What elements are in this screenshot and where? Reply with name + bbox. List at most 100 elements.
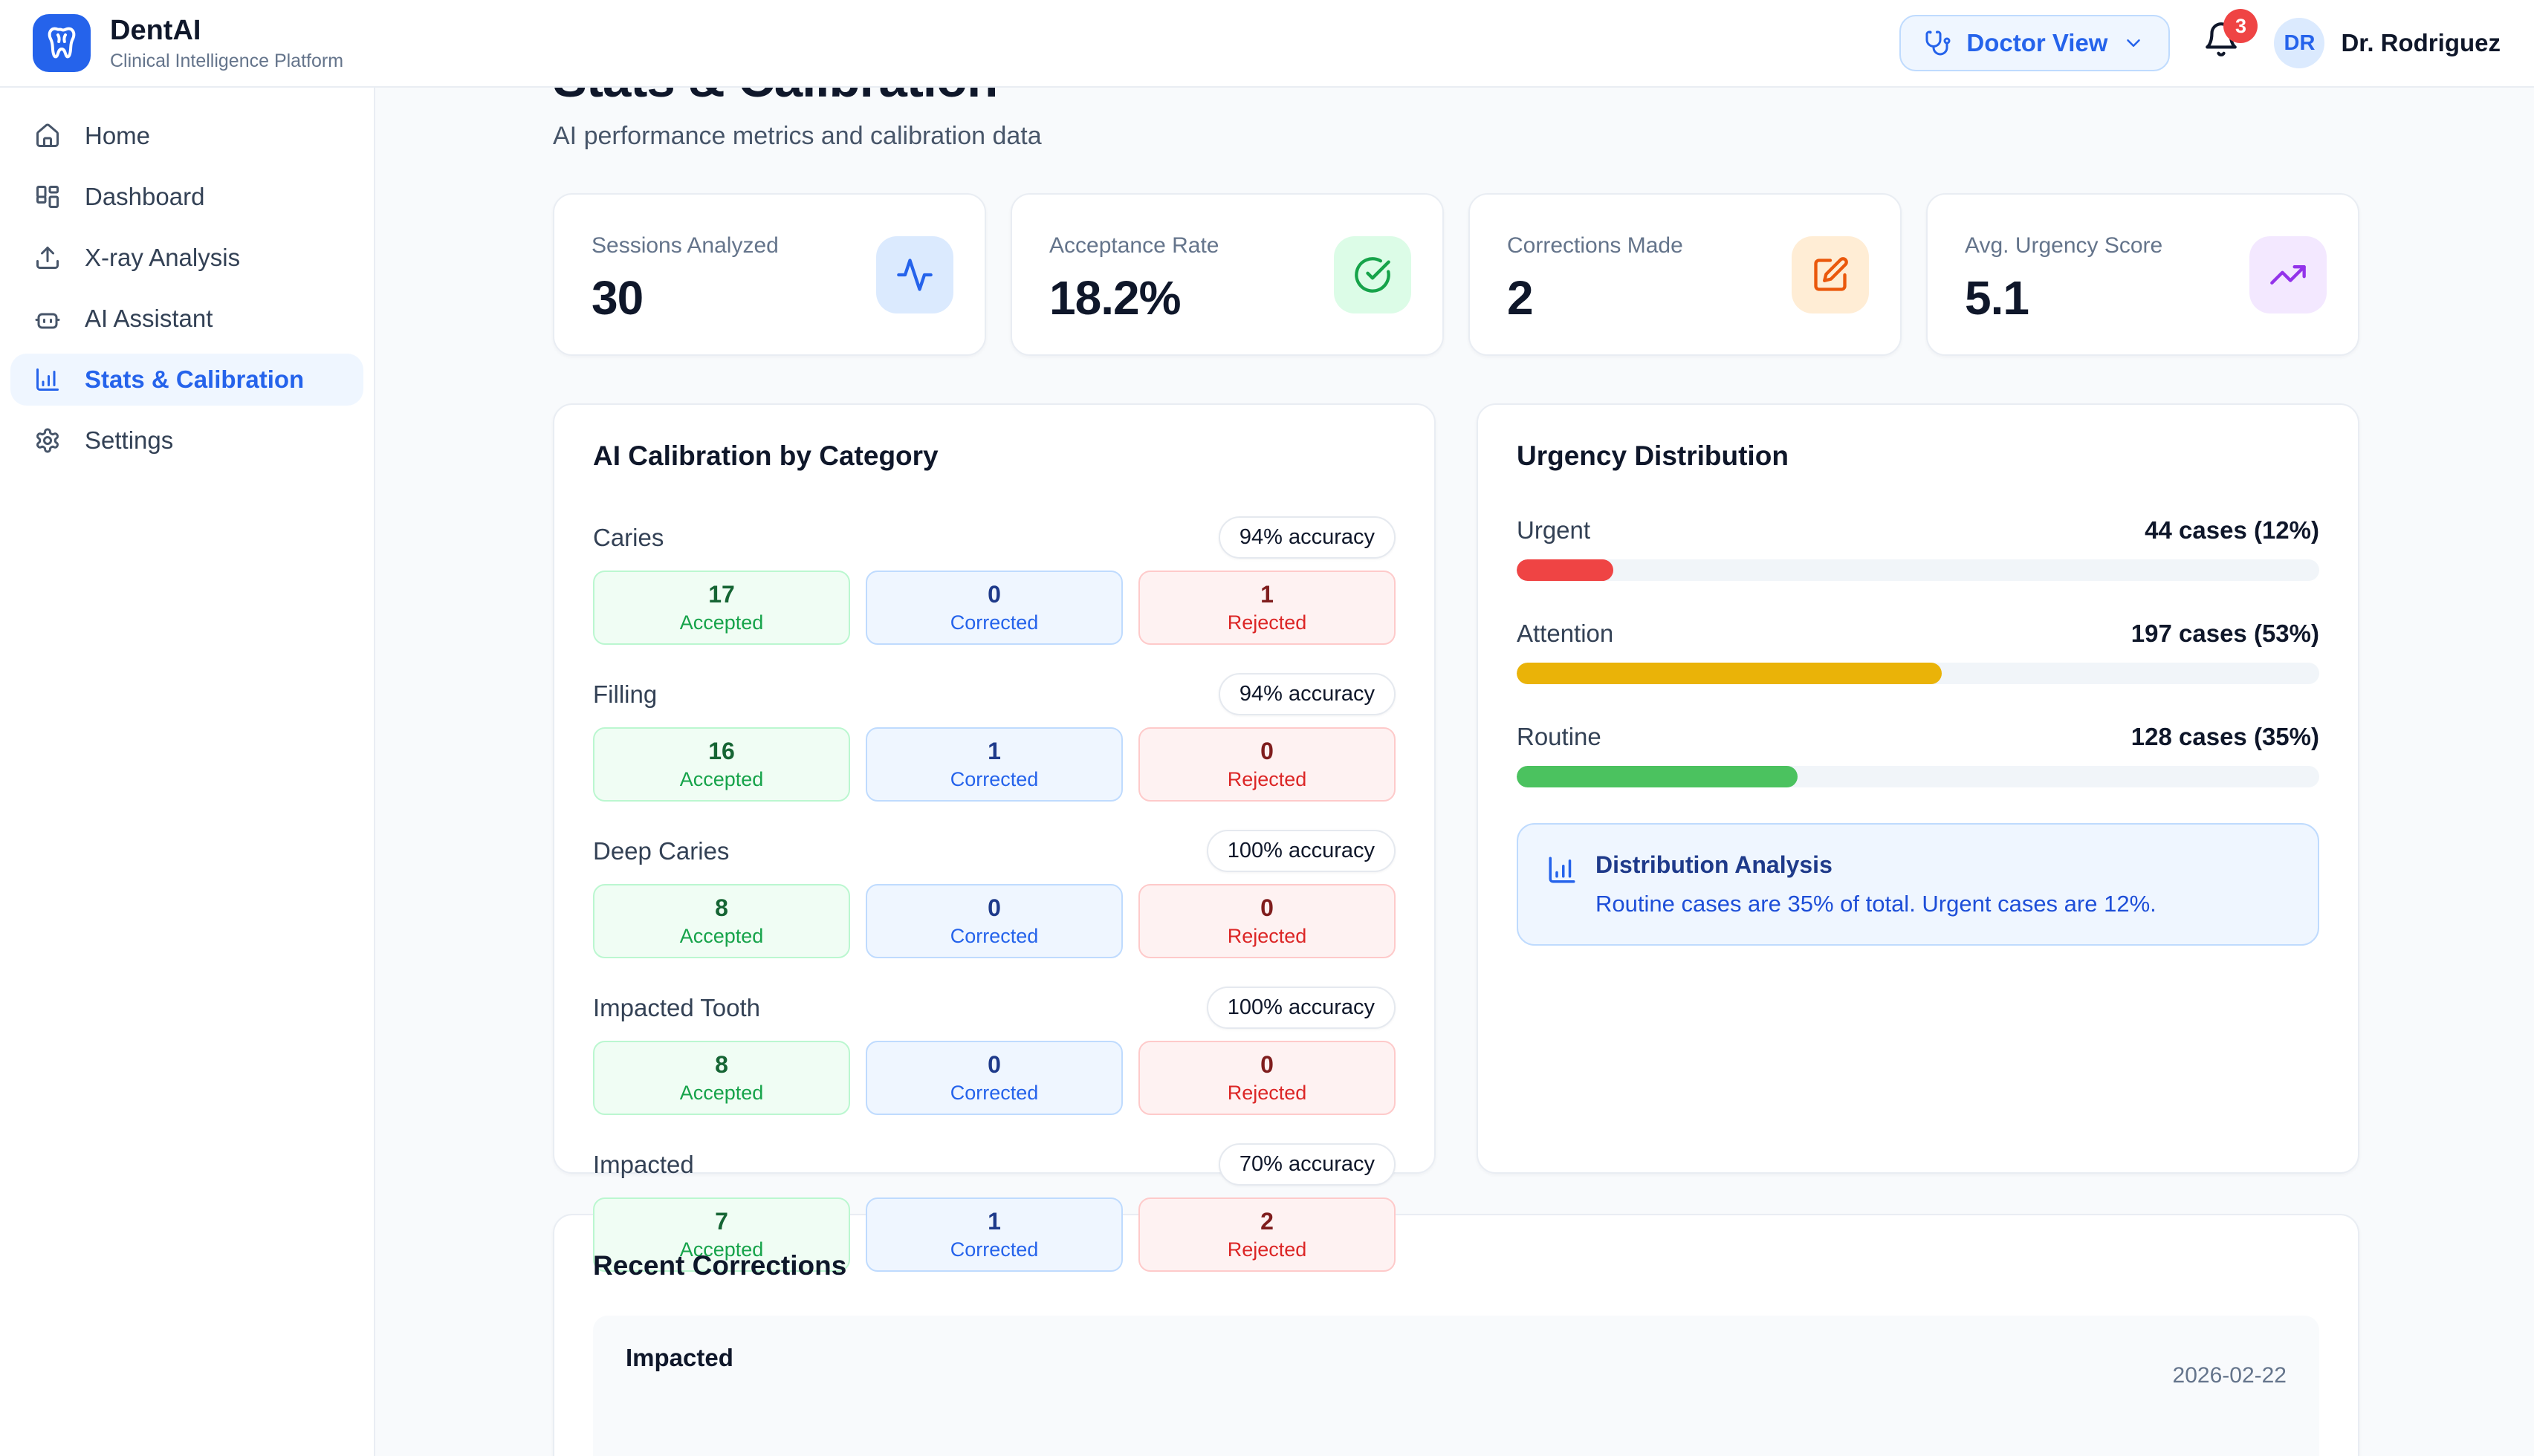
category-counts: 8 Accepted 0 Corrected 0 Rejected [593, 884, 1396, 958]
stat-value: 18.2% [1049, 271, 1181, 325]
rejected-count: 0 [1260, 738, 1274, 764]
calibration-title: AI Calibration by Category [593, 441, 939, 471]
home-icon [34, 123, 61, 149]
stat-label: Corrections Made [1507, 233, 1683, 258]
doctor-view-label: Doctor View [1966, 29, 2108, 56]
stat-label: Avg. Urgency Score [1965, 233, 2163, 258]
accuracy-badge: 70% accuracy [1218, 1143, 1396, 1186]
urgency-row: Urgent 44 cases (12%) [1517, 516, 2319, 581]
corrected-box: 0 Corrected [866, 1041, 1123, 1115]
accepted-box: 16 Accepted [593, 727, 850, 802]
accepted-label: Accepted [679, 925, 764, 947]
urgency-label: Urgent [1517, 516, 1591, 544]
stat-card-corrections-made: Corrections Made 2 [1468, 193, 1902, 356]
sidebar-item-label: Home [85, 122, 151, 149]
rejected-box: 0 Rejected [1138, 727, 1396, 802]
trending-up-icon [2249, 236, 2327, 313]
doctor-view-button[interactable]: Doctor View [1899, 15, 2171, 71]
user-name: Dr. Rodriguez [2341, 29, 2501, 56]
accepted-label: Accepted [679, 1082, 764, 1104]
urgency-value: 197 cases (53%) [2130, 620, 2319, 647]
category-header: Deep Caries 100% accuracy [593, 830, 1396, 872]
urgency-value: 44 cases (12%) [2145, 516, 2319, 544]
chevron-down-icon [2122, 32, 2145, 54]
distribution-analysis-content: Distribution Analysis Routine cases are … [1595, 851, 2157, 917]
progress-track [1517, 559, 2319, 581]
sidebar-item-ai-assistant[interactable]: AI Assistant [10, 293, 363, 345]
sidebar-item-dashboard[interactable]: Dashboard [10, 171, 363, 223]
check-circle-icon [1334, 236, 1411, 313]
progress-fill [1517, 766, 1798, 787]
stat-value: 2 [1507, 271, 1534, 325]
corrected-box: 1 Corrected [866, 1197, 1123, 1272]
sidebar-item-settings[interactable]: Settings [10, 415, 363, 467]
header-actions: Doctor View 3 DR Dr. Rodriguez [1899, 9, 2501, 71]
correction-category: Impacted [626, 1344, 733, 1371]
brand: DentAI Clinical Intelligence Platform [33, 14, 343, 73]
calibration-category: Caries 94% accuracy 17 Accepted 0 Correc… [593, 516, 1396, 645]
bar-chart-icon [34, 366, 61, 393]
accuracy-badge: 100% accuracy [1206, 987, 1396, 1029]
avatar: DR [2274, 18, 2325, 68]
category-counts: 8 Accepted 0 Corrected 0 Rejected [593, 1041, 1396, 1115]
category-counts: 16 Accepted 1 Corrected 0 Rejected [593, 727, 1396, 802]
category-header: Caries 94% accuracy [593, 516, 1396, 559]
tooth-logo-icon [33, 14, 91, 72]
category-name: Impacted [593, 1150, 694, 1178]
correction-date: 2026-02-22 [2172, 1363, 2287, 1388]
recent-correction-item: Impacted 2026-02-22 [593, 1316, 2319, 1456]
rejected-box: 1 Rejected [1138, 571, 1396, 645]
urgency-row-header: Routine 128 cases (35%) [1517, 723, 2319, 751]
panels-row: AI Calibration by Category Caries 94% ac… [553, 403, 2359, 1272]
sidebar-item-home[interactable]: Home [10, 110, 363, 162]
corrected-label: Corrected [950, 1238, 1039, 1261]
sidebar-item-label: X-ray Analysis [85, 244, 241, 271]
accepted-label: Accepted [679, 1238, 764, 1261]
sidebar-item-stats-calibration[interactable]: Stats & Calibration [10, 354, 363, 406]
rejected-count: 1 [1260, 581, 1274, 608]
rejected-count: 0 [1260, 1051, 1274, 1078]
stat-card-acceptance-rate: Acceptance Rate 18.2% [1011, 193, 1444, 356]
sidebar-item-xray-analysis[interactable]: X-ray Analysis [10, 232, 363, 284]
rejected-box: 2 Rejected [1138, 1197, 1396, 1272]
accepted-label: Accepted [679, 611, 764, 634]
accepted-count: 17 [708, 581, 735, 608]
corrected-count: 1 [988, 738, 1001, 764]
progress-fill [1517, 559, 1613, 581]
urgency-row: Attention 197 cases (53%) [1517, 620, 2319, 684]
corrected-count: 0 [988, 1051, 1001, 1078]
calibration-category: Impacted 70% accuracy 7 Accepted 1 Corre… [593, 1143, 1396, 1272]
stat-value: 30 [592, 271, 644, 325]
accuracy-badge: 94% accuracy [1218, 673, 1396, 715]
activity-icon [876, 236, 953, 313]
rejected-label: Rejected [1227, 768, 1307, 790]
urgency-title: Urgency Distribution [1517, 441, 1789, 471]
stethoscope-icon [1925, 30, 1951, 56]
corrected-box: 0 Corrected [866, 571, 1123, 645]
category-header: Impacted 70% accuracy [593, 1143, 1396, 1186]
rejected-box: 0 Rejected [1138, 1041, 1396, 1115]
category-name: Impacted Tooth [593, 993, 761, 1021]
recent-corrections-title: Recent Corrections [593, 1250, 847, 1281]
bar-chart-icon [1546, 851, 1578, 885]
corrected-count: 0 [988, 894, 1001, 921]
rejected-label: Rejected [1227, 611, 1307, 634]
rejected-label: Rejected [1227, 925, 1307, 947]
corrected-label: Corrected [950, 768, 1039, 790]
corrected-label: Corrected [950, 925, 1039, 947]
stat-card-avg-urgency-score: Avg. Urgency Score 5.1 [1926, 193, 2359, 356]
main-content: Stats & Calibration AI performance metri… [375, 0, 2534, 1456]
notifications-button[interactable]: 3 [2203, 9, 2258, 65]
top-bar: DentAI Clinical Intelligence Platform Do… [0, 0, 2534, 88]
category-header: Impacted Tooth 100% accuracy [593, 987, 1396, 1029]
robot-icon [34, 305, 61, 332]
urgency-label: Attention [1517, 620, 1614, 647]
accepted-count: 7 [715, 1208, 728, 1235]
rejected-count: 2 [1260, 1208, 1274, 1235]
urgency-row-header: Urgent 44 cases (12%) [1517, 516, 2319, 545]
user-menu[interactable]: DR Dr. Rodriguez [2274, 18, 2501, 68]
analysis-text: Routine cases are 35% of total. Urgent c… [1595, 891, 2157, 917]
corrected-label: Corrected [950, 611, 1039, 634]
calibration-category: Impacted Tooth 100% accuracy 8 Accepted … [593, 987, 1396, 1115]
accepted-box: 8 Accepted [593, 884, 850, 958]
